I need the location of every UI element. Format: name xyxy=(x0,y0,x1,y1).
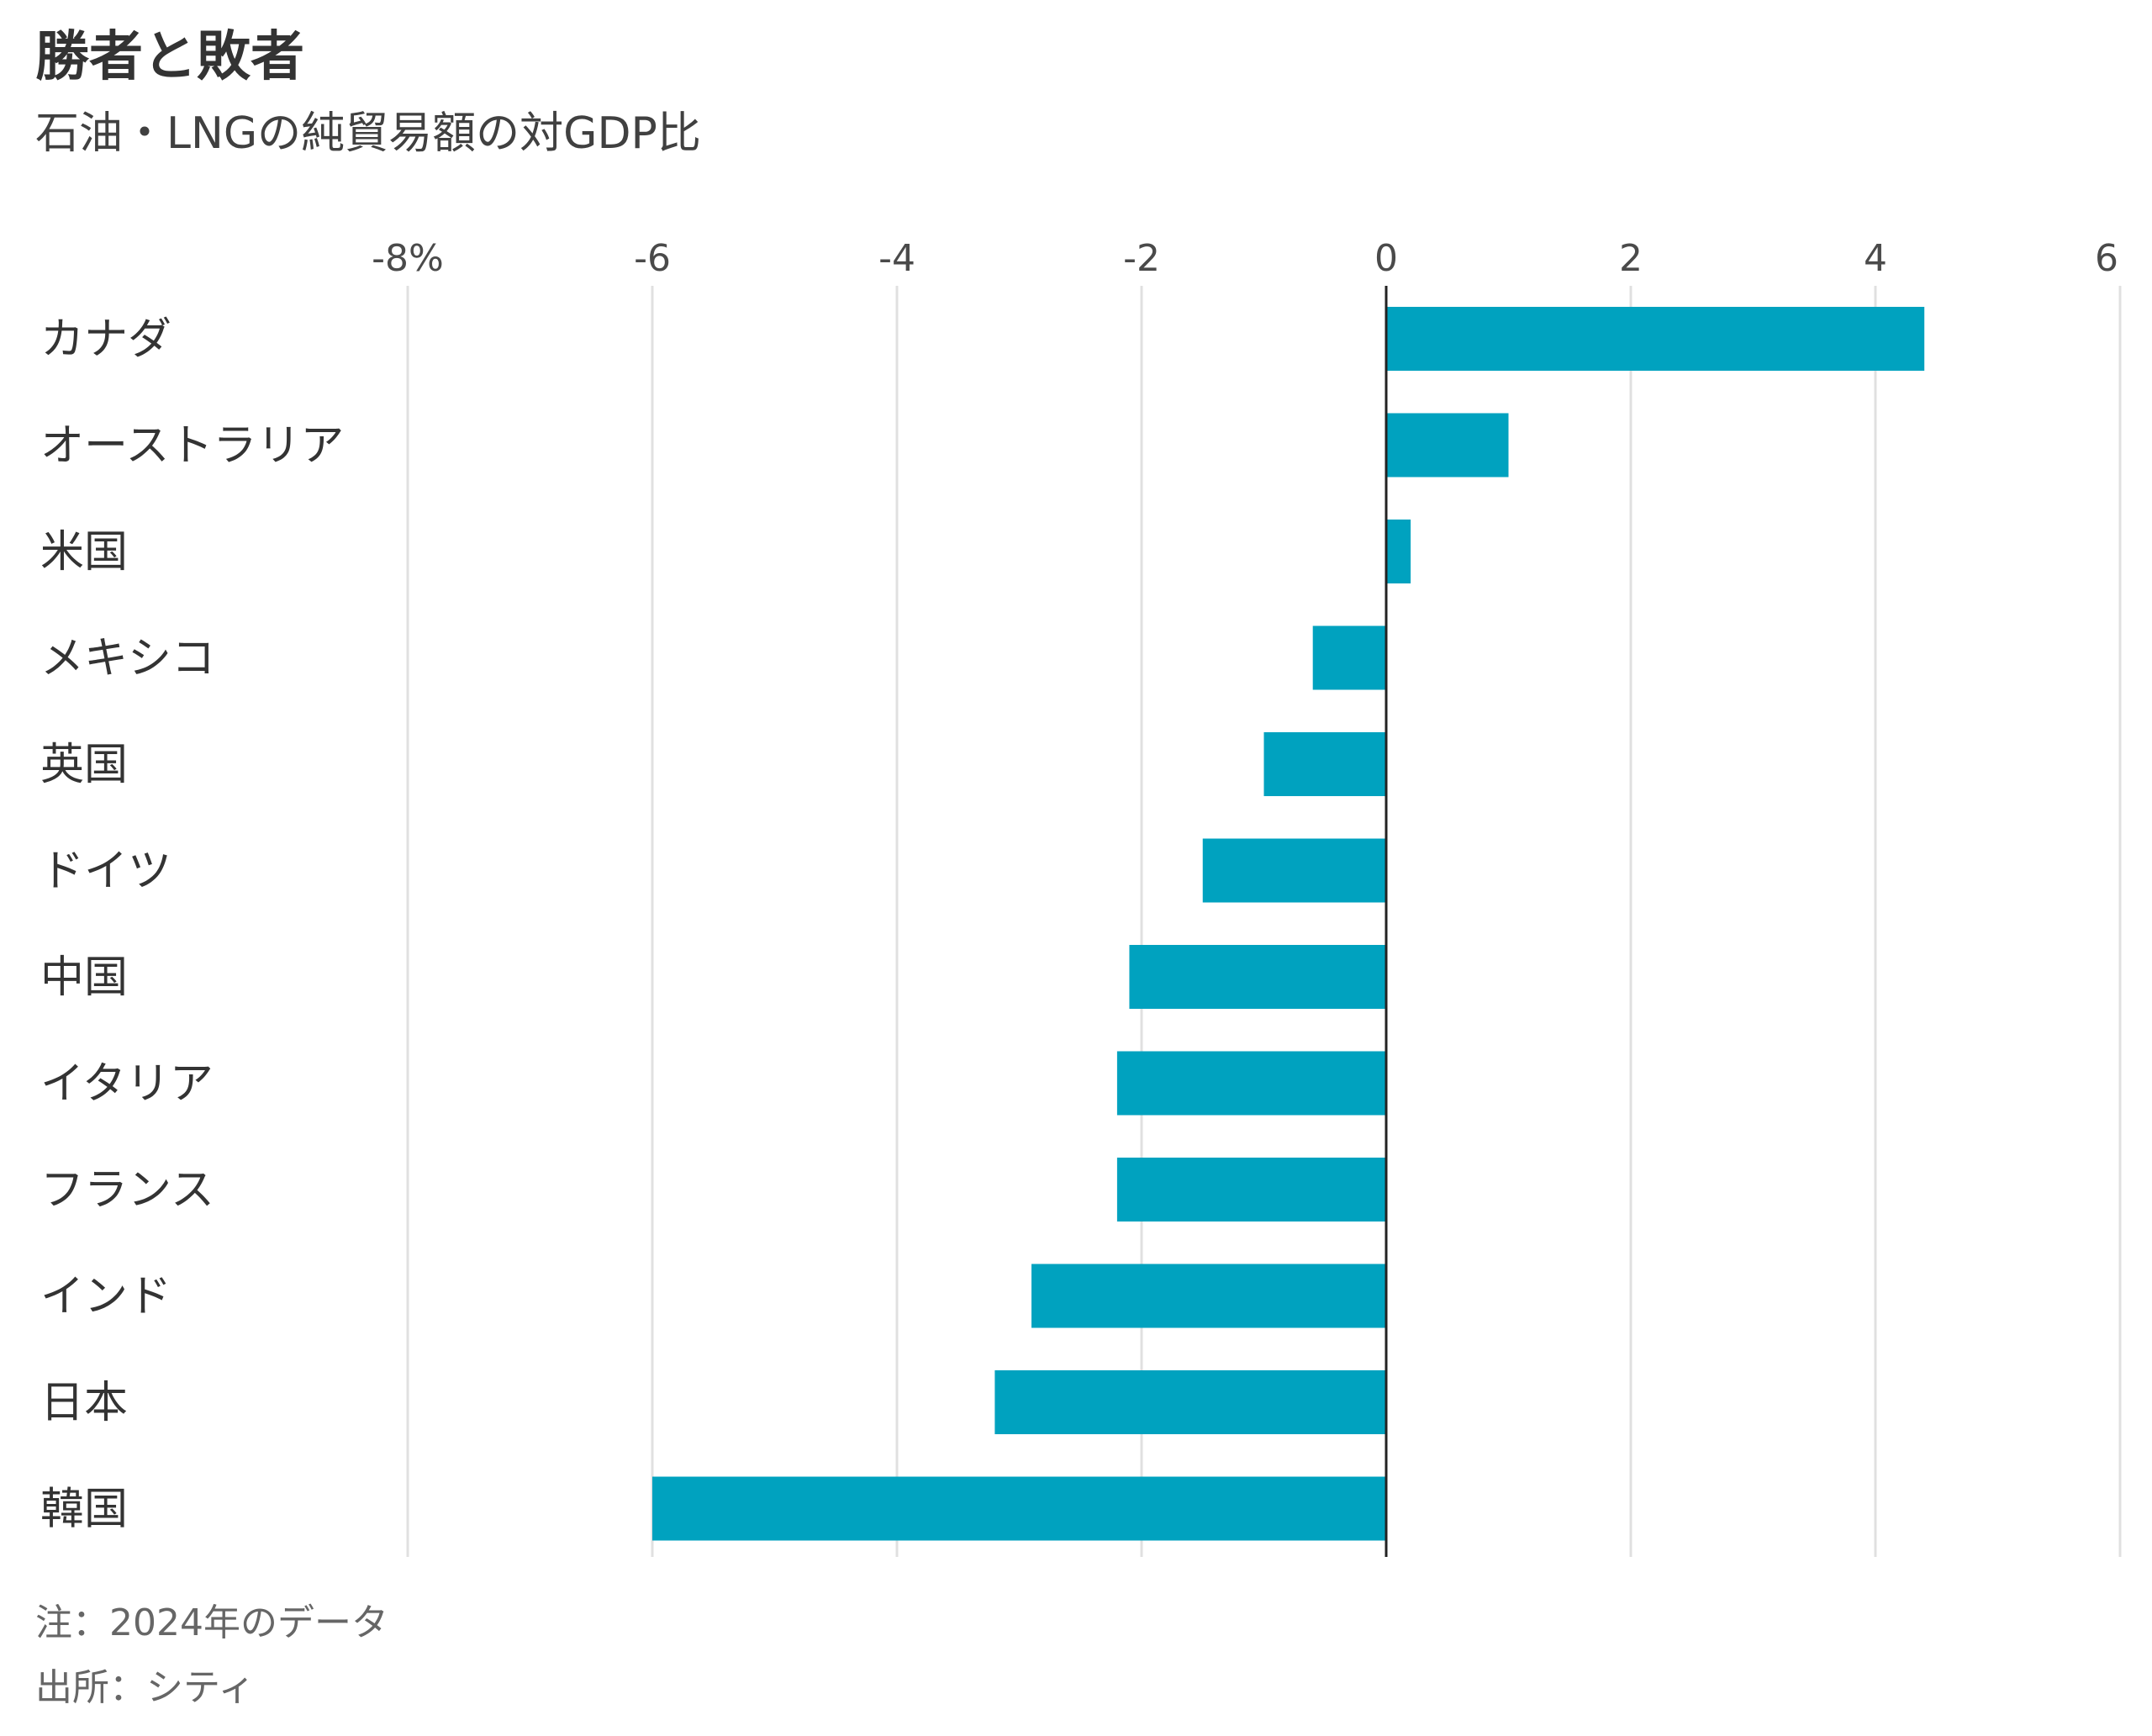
category-label: 英国 xyxy=(40,740,128,790)
gridlines xyxy=(406,286,2122,1557)
bars xyxy=(652,307,1925,1541)
bar xyxy=(1263,732,1386,796)
bar xyxy=(1386,520,1411,583)
chart-note: 注：2024年のデータ xyxy=(35,1601,388,1644)
bar xyxy=(1202,838,1386,903)
bar xyxy=(1116,1158,1386,1222)
bar xyxy=(1129,945,1386,1009)
bar xyxy=(1386,413,1509,478)
bar xyxy=(1386,307,1925,371)
bar xyxy=(994,1370,1386,1434)
bar xyxy=(1116,1051,1386,1116)
category-label: フランス xyxy=(40,1165,214,1216)
bar xyxy=(652,1476,1386,1541)
category-label: メキシコ xyxy=(40,634,215,684)
x-tick-label: 6 xyxy=(2095,237,2118,280)
bar-chart: -8% -6 -4 -2 0 2 4 6 カナダオーストラリア米国メキシコ英国ドイツ中国イタリ… xyxy=(40,237,2122,1557)
bar xyxy=(1312,625,1386,690)
x-tick-label: 0 xyxy=(1374,237,1398,280)
chart-source: 出所：シティ xyxy=(35,1666,256,1709)
category-label: オーストラリア xyxy=(40,421,344,472)
x-tick-label: 2 xyxy=(1619,237,1643,280)
category-label: 韓国 xyxy=(40,1485,128,1535)
x-tick-label: -2 xyxy=(1123,237,1160,280)
category-label: カナダ xyxy=(40,314,171,365)
category-label: 米国 xyxy=(40,527,128,578)
x-axis-ticks: -8% -6 -4 -2 0 2 4 6 xyxy=(372,237,2118,280)
category-label: ドイツ xyxy=(40,847,171,897)
chart-subtitle: 石油・LNGの純貿易額の対GDP比 xyxy=(35,108,701,159)
x-tick-label: -4 xyxy=(878,237,915,280)
category-label: 日本 xyxy=(40,1378,128,1428)
x-tick-label: -8% xyxy=(372,237,444,280)
category-label: 中国 xyxy=(40,952,128,1003)
category-label: インド xyxy=(40,1272,171,1322)
bar xyxy=(1031,1264,1386,1328)
category-label: イタリア xyxy=(40,1059,214,1110)
x-tick-label: -6 xyxy=(634,237,671,280)
chart-title: 勝者と敗者 xyxy=(35,26,304,88)
x-tick-label: 4 xyxy=(1864,237,1887,280)
